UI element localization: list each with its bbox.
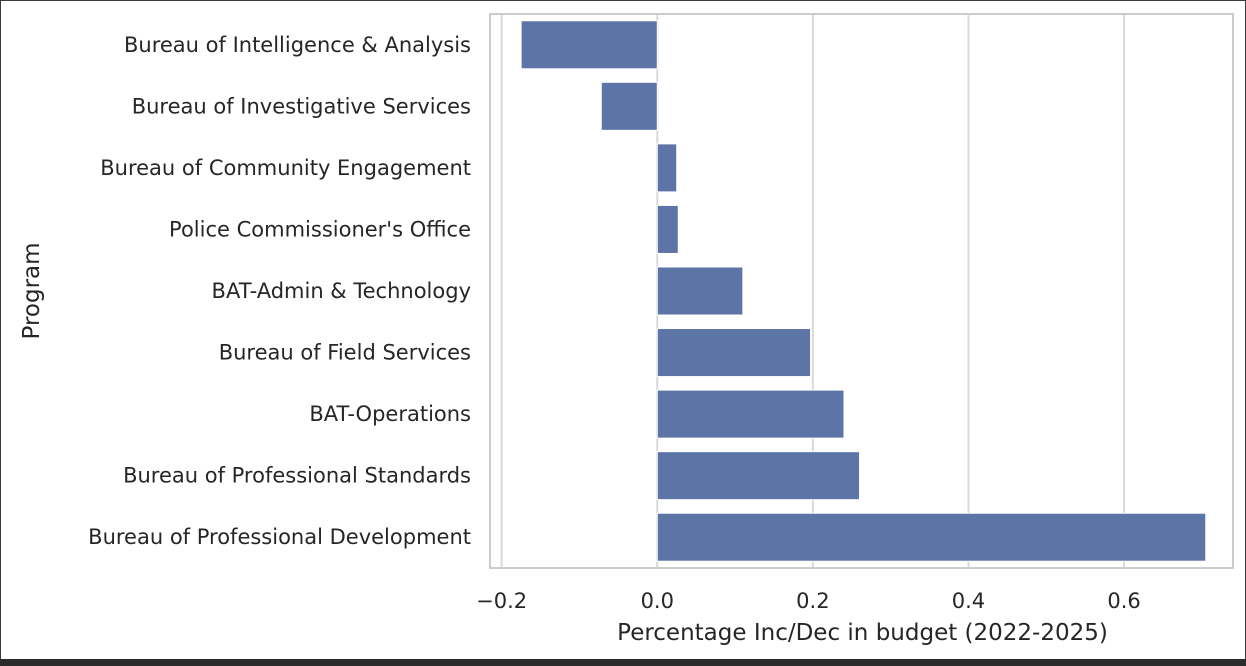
y-axis-title: Program: [19, 242, 45, 339]
bar-3[interactable]: [656, 204, 679, 254]
y-tick-label-2: Bureau of Community Engagement: [100, 156, 471, 180]
x-tick-label-1: 0.0: [641, 589, 674, 613]
y-tick-labels: Bureau of Intelligence & Analysis Bureau …: [88, 33, 471, 549]
bar-7[interactable]: [656, 451, 861, 501]
bar-0[interactable]: [520, 20, 658, 70]
plot-frame: [489, 13, 1234, 569]
y-tick-label-8: Bureau of Professional Development: [88, 525, 471, 549]
x-axis-title: Percentage Inc/Dec in budget (2022-2025): [617, 620, 1108, 646]
window-bottom-edge: [0, 659, 1246, 666]
y-tick-label-1: Bureau of Investigative Services: [132, 94, 471, 118]
x-tick-label-4: 0.6: [1107, 589, 1140, 613]
y-tick-label-6: BAT-Operations: [309, 402, 471, 426]
bars: [520, 20, 1207, 562]
bar-8[interactable]: [656, 512, 1207, 562]
y-tick-label-4: BAT-Admin & Technology: [212, 279, 471, 303]
y-tick-label-3: Police Commissioner's Office: [169, 217, 471, 241]
bar-5[interactable]: [656, 328, 812, 378]
x-tick-label-0: −0.2: [476, 589, 527, 613]
bar-4[interactable]: [656, 266, 744, 316]
y-tick-label-5: Bureau of Field Services: [219, 341, 471, 365]
bar-6[interactable]: [656, 389, 845, 439]
x-tick-label-3: 0.4: [952, 589, 985, 613]
x-tick-labels: −0.2 0.0 0.2 0.4 0.6: [476, 589, 1141, 613]
bar-1[interactable]: [600, 81, 658, 131]
x-tick-label-2: 0.2: [796, 589, 829, 613]
y-tick-label-0: Bureau of Intelligence & Analysis: [124, 33, 471, 57]
y-tick-label-7: Bureau of Professional Standards: [123, 464, 471, 488]
bar-2[interactable]: [656, 143, 678, 193]
